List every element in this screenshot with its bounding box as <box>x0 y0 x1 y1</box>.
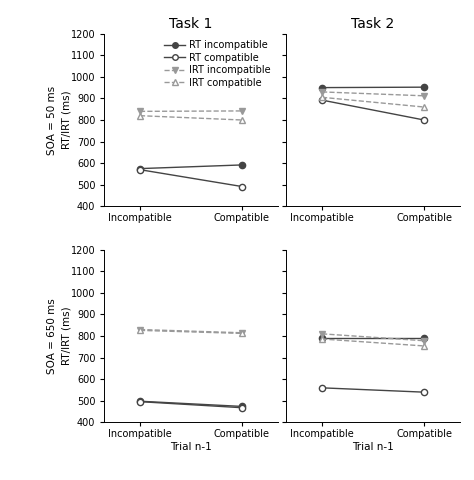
Text: RT/IRT (ms): RT/IRT (ms) <box>61 91 71 149</box>
Title: Task 2: Task 2 <box>351 17 395 31</box>
X-axis label: Trial n-1: Trial n-1 <box>352 442 394 452</box>
Text: RT/IRT (ms): RT/IRT (ms) <box>61 307 71 365</box>
Title: Task 1: Task 1 <box>169 17 213 31</box>
X-axis label: Trial n-1: Trial n-1 <box>170 442 212 452</box>
Legend: RT incompatible, RT compatible, IRT incompatible, IRT compatible: RT incompatible, RT compatible, IRT inco… <box>162 38 273 90</box>
Text: SOA = 50 ms: SOA = 50 ms <box>47 85 57 155</box>
Text: SOA = 650 ms: SOA = 650 ms <box>47 298 57 374</box>
